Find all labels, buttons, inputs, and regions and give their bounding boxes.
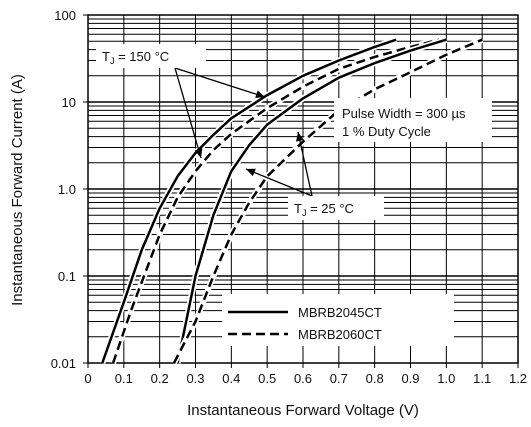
x-axis-label: Instantaneous Forward Voltage (V) xyxy=(187,402,419,419)
y-tick-label: 0.01 xyxy=(51,356,76,371)
x-tick-label: 0.8 xyxy=(366,371,384,386)
legend-label-mbrb2045ct: MBRB2045CT xyxy=(298,305,382,320)
series-line-3 xyxy=(172,38,483,364)
x-tick-label: 0.9 xyxy=(401,371,419,386)
series-line-1 xyxy=(111,38,440,364)
y-axis-label: Instantaneous Forward Current (A) xyxy=(9,74,26,306)
y-tick-label: 0.1 xyxy=(58,269,76,284)
x-tick-label: 0.5 xyxy=(258,371,276,386)
arrow-tj-low-2 xyxy=(297,131,313,197)
series-line-2 xyxy=(176,38,447,364)
tj-high-box xyxy=(96,44,206,68)
legend-label-mbrb2060ct: MBRB2060CT xyxy=(298,327,382,342)
y-tick-label: 10 xyxy=(62,95,76,110)
x-tick-label: 0.4 xyxy=(222,371,240,386)
duty-cycle-label: 1 % Duty Cycle xyxy=(342,124,431,139)
y-tick-label: 1.0 xyxy=(58,182,76,197)
x-tick-label: 0.1 xyxy=(115,371,133,386)
arrow-tj-low-1 xyxy=(245,168,313,197)
x-tick-label: 1.1 xyxy=(473,371,491,386)
arrow-tj-low-2-head xyxy=(296,132,304,142)
y-axis: 0.01 0.1 1.0 10 100 xyxy=(51,8,88,371)
series-lines xyxy=(99,36,484,365)
arrow-tj-low-1-head xyxy=(246,168,256,177)
x-tick-label: 0.3 xyxy=(186,371,204,386)
legend-box xyxy=(222,294,454,346)
x-tick-label: 0.2 xyxy=(151,371,169,386)
annotation-arrows xyxy=(174,67,313,197)
pulse-box xyxy=(334,98,492,142)
tj-high-label: TJ = 150 °C xyxy=(102,49,169,66)
y-tick-label: 100 xyxy=(54,8,76,23)
series-line-0 xyxy=(101,38,397,364)
x-tick-label: 1.0 xyxy=(437,371,455,386)
pulse-width-label: Pulse Width = 300 µs xyxy=(342,106,466,121)
x-tick-label: 0 xyxy=(84,371,91,386)
x-tick-label: 0.6 xyxy=(294,371,312,386)
arrow-tj-high-2-head xyxy=(194,148,203,158)
arrow-tj-high-1-head xyxy=(255,90,265,99)
tj-low-label: TJ = 25 °C xyxy=(294,201,354,218)
x-tick-label: 1.2 xyxy=(509,371,527,386)
x-tick-label: 0.7 xyxy=(330,371,348,386)
x-axis: 0 0.1 0.2 0.3 0.4 0.5 0.6 0.7 0.8 0.9 1.0 1.1 1.2 xyxy=(84,363,527,386)
tj-low-box xyxy=(288,196,384,220)
arrow-tj-high-1 xyxy=(174,67,266,98)
arrow-tj-high-2 xyxy=(174,67,202,159)
